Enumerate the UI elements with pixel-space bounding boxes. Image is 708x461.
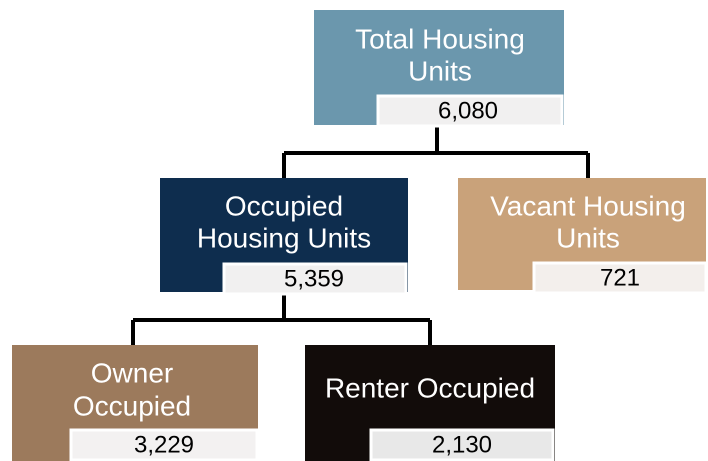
node-label: Units [556, 222, 620, 253]
value-box [532, 261, 708, 295]
node-label: Renter Occupied [325, 372, 535, 403]
node-label: Vacant Housing [490, 190, 686, 221]
node-value: 6,080 [438, 97, 498, 124]
node: Renter Occupied 2,130 [305, 345, 555, 461]
node-value: 2,130 [432, 431, 492, 458]
node-label: Owner [91, 357, 173, 388]
node-value: 5,359 [284, 265, 344, 292]
value-box [376, 94, 564, 128]
node-label: Occupied [73, 390, 191, 421]
node-value: 721 [600, 264, 640, 291]
node-label: Total Housing [355, 23, 525, 54]
node-label: Housing Units [197, 222, 371, 253]
value-box [69, 428, 259, 461]
connectors [131, 125, 590, 345]
node: Owner Occupied 3,229 [12, 345, 259, 461]
connector [282, 125, 590, 178]
node-value: 3,229 [134, 431, 194, 458]
node-label: Occupied [225, 190, 343, 221]
connector [131, 292, 432, 345]
node: Occupied Housing Units 5,359 [160, 178, 408, 296]
node: Total Housing Units 6,080 [314, 10, 564, 128]
value-box [222, 262, 408, 296]
value-box [369, 428, 555, 461]
node: Vacant Housing Units 721 [458, 178, 708, 295]
node-label: Units [408, 55, 472, 86]
